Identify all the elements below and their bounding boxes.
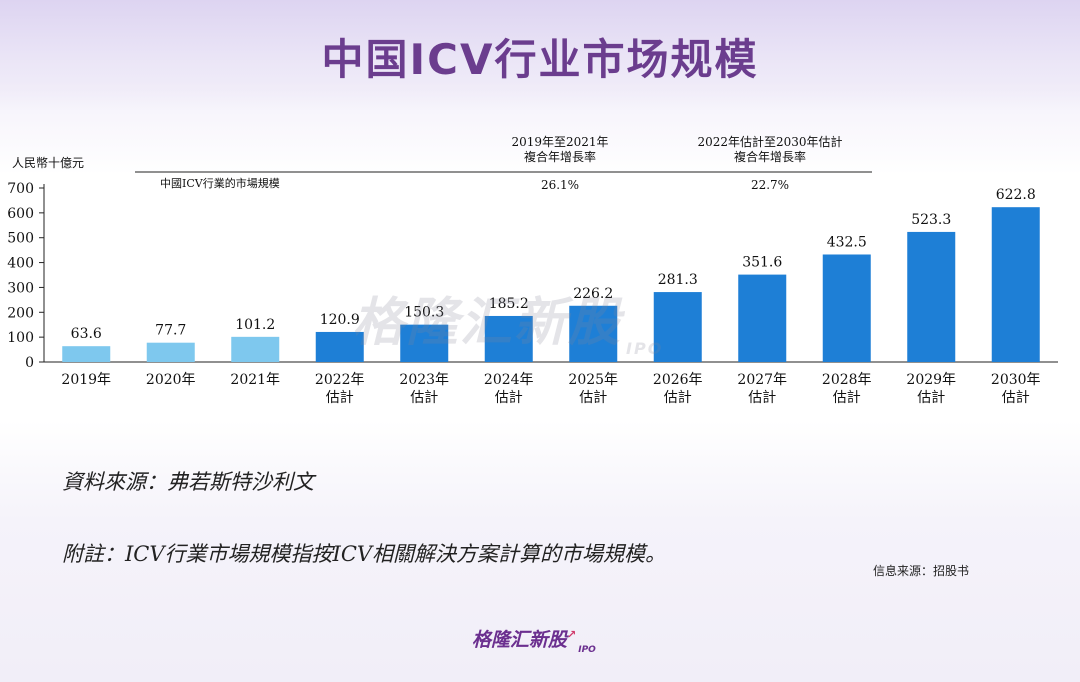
y-unit-label: 人民幣十億元 xyxy=(12,156,84,170)
x-tick-label: 估計 xyxy=(1002,390,1030,406)
y-tick-label: 300 xyxy=(7,280,34,296)
bar-4 xyxy=(315,331,364,362)
data-label: 226.2 xyxy=(573,286,613,302)
bar-12 xyxy=(991,207,1040,362)
x-tick-label: 估計 xyxy=(579,390,607,406)
x-tick-label: 2025年 xyxy=(568,372,618,388)
x-tick-label: 2026年 xyxy=(653,372,703,388)
data-label: 63.6 xyxy=(71,326,102,342)
bar-chart: 人民幣十億元 0 100 200 300 400 500 600 700 中國ICV行業的市場規模… xyxy=(7,134,1058,406)
info-source: 信息来源：招股书 xyxy=(873,564,970,578)
y-tick-label: 0 xyxy=(25,355,34,371)
bar-1 xyxy=(62,346,111,362)
cagr-header-label: 複合年增長率 xyxy=(524,149,596,164)
y-tick-label: 700 xyxy=(7,181,34,197)
data-label: 185.2 xyxy=(489,296,529,312)
watermark: 格隆汇新股 IPO xyxy=(352,293,664,358)
x-tick-label: 2020年 xyxy=(146,372,196,388)
header-band xyxy=(0,0,1080,110)
data-label: 101.2 xyxy=(235,317,275,333)
data-label: 523.3 xyxy=(911,212,951,228)
bar-8 xyxy=(653,292,702,362)
x-tick-label: 2022年 xyxy=(315,372,365,388)
x-tick-label: 2028年 xyxy=(822,372,872,388)
footnote: 附註：ICV行業市場規模指按ICV相關解決方案計算的市場規模。 xyxy=(62,542,667,566)
y-tick-label: 500 xyxy=(7,231,34,247)
bar-7 xyxy=(569,305,618,362)
page-title: 中国ICV行业市场规模 xyxy=(321,35,759,84)
y-tick-label: 100 xyxy=(7,330,34,346)
data-label: 77.7 xyxy=(155,323,186,339)
cagr-header-label: 複合年增長率 xyxy=(734,149,806,164)
y-tick-label: 200 xyxy=(7,305,34,321)
x-tick-label: 估計 xyxy=(917,390,945,406)
x-tick-label: 估計 xyxy=(495,390,523,406)
data-label: 351.6 xyxy=(742,255,782,271)
cagr-value: 22.7% xyxy=(751,178,789,192)
data-label: 432.5 xyxy=(827,234,867,250)
bar-9 xyxy=(738,274,787,362)
bar-6 xyxy=(484,315,533,362)
cagr-header-label: 2022年估計至2030年估計 xyxy=(697,134,842,149)
y-tick-label: 400 xyxy=(7,256,34,272)
x-tick-label: 估計 xyxy=(748,390,776,406)
series-label: 中國ICV行業的市場規模 xyxy=(160,176,280,190)
bar-10 xyxy=(822,254,871,362)
data-label: 622.8 xyxy=(996,187,1036,203)
data-label: 281.3 xyxy=(658,272,698,288)
bar-11 xyxy=(907,231,956,362)
x-tick-label: 2021年 xyxy=(230,372,280,388)
y-tick-label: 600 xyxy=(7,206,34,222)
x-tick-label: 估計 xyxy=(410,390,438,406)
x-tick-label: 2019年 xyxy=(61,372,111,388)
bar-3 xyxy=(231,336,280,362)
x-tick-label: 估計 xyxy=(833,390,861,406)
data-label: 150.3 xyxy=(404,305,444,321)
x-tick-label: 2024年 xyxy=(484,372,534,388)
x-tick-label: 2023年 xyxy=(399,372,449,388)
x-tick-label: 估計 xyxy=(664,390,692,406)
source-note: 資料來源：弗若斯特沙利文 xyxy=(62,470,314,494)
bar-2 xyxy=(146,342,195,362)
data-label: 120.9 xyxy=(320,312,360,328)
x-tick-label: 2029年 xyxy=(906,372,956,388)
x-tick-label: 2027年 xyxy=(737,372,787,388)
x-tick-label: 2030年 xyxy=(991,372,1041,388)
cagr-header-label: 2019年至2021年 xyxy=(511,135,608,149)
x-tick-label: 估計 xyxy=(326,390,354,406)
cagr-value: 26.1% xyxy=(541,178,579,192)
brand-logo: 格隆汇新股↗IPO xyxy=(472,628,596,655)
bar-5 xyxy=(400,324,449,362)
